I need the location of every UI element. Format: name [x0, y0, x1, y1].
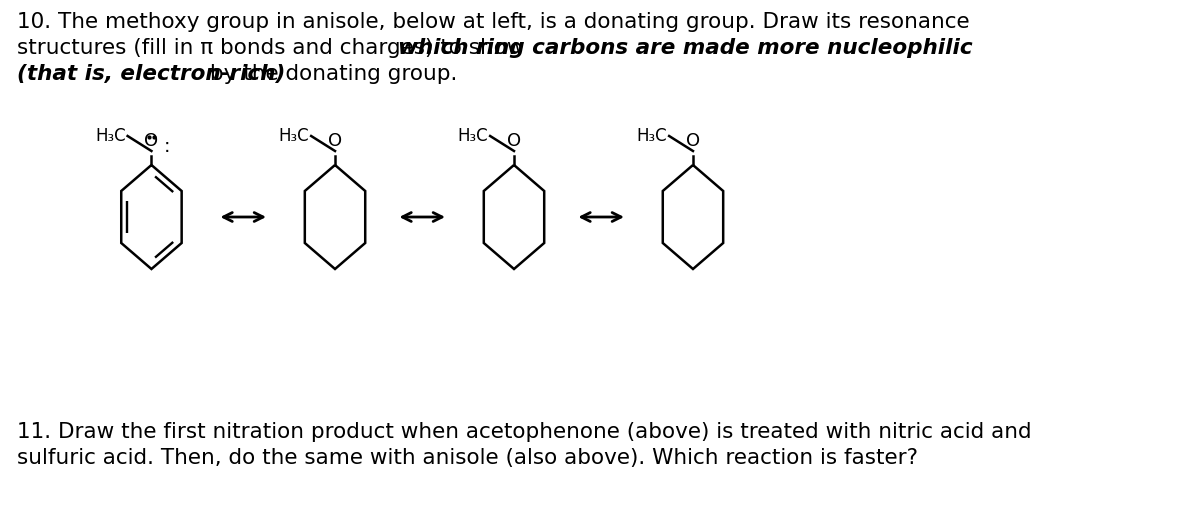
Text: (that is, electron-rich): (that is, electron-rich)	[17, 64, 284, 84]
Text: sulfuric acid. Then, do the same with anisole (also above). Which reaction is fa: sulfuric acid. Then, do the same with an…	[17, 448, 918, 468]
Text: O: O	[686, 132, 700, 150]
Text: structures (fill in π bonds and charges) to show: structures (fill in π bonds and charges)…	[17, 38, 530, 58]
Text: by the donating group.: by the donating group.	[203, 64, 457, 84]
Text: O: O	[506, 132, 521, 150]
Text: O: O	[328, 132, 342, 150]
Text: O: O	[144, 132, 158, 150]
Text: H₃C: H₃C	[637, 127, 667, 145]
Text: H₃C: H₃C	[95, 127, 126, 145]
Text: 10. The methoxy group in anisole, below at left, is a donating group. Draw its r: 10. The methoxy group in anisole, below …	[17, 12, 970, 32]
Text: which ring carbons are made more nucleophilic: which ring carbons are made more nucleop…	[398, 38, 972, 58]
Text: 11. Draw the first nitration product when acetophenone (above) is treated with n: 11. Draw the first nitration product whe…	[17, 422, 1031, 442]
Text: H₃C: H₃C	[278, 127, 310, 145]
Text: :: :	[163, 138, 170, 157]
Text: H₃C: H₃C	[457, 127, 488, 145]
